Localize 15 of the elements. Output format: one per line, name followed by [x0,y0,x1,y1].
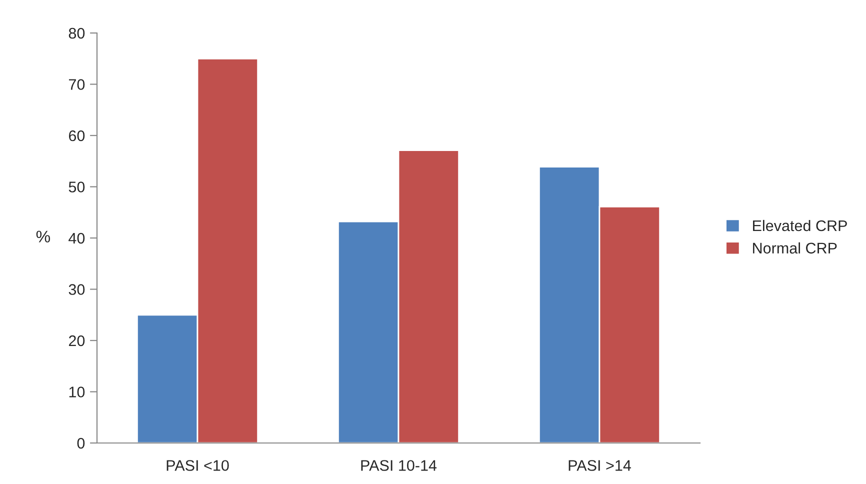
y-tick-label: 20 [68,335,85,346]
y-tick-label: 80 [68,28,85,39]
y-axis-title: % [36,230,50,242]
y-tick-label: 50 [68,182,85,192]
y-tick-label: 0 [77,438,85,449]
y-tick-label: 60 [68,130,85,142]
x-tick-label: PASI <10 [166,460,229,471]
y-tick-label: 40 [68,232,85,244]
y-tick-label: 10 [69,386,85,398]
x-tick-label: PASI >14 [568,460,631,471]
y-tick-label: 30 [68,284,85,295]
legend-label: Normal CRP [753,242,837,254]
x-tick-label: PASI 10-14 [361,460,437,471]
legend-label: Elevated CRP [753,220,847,232]
y-tick-label: 70 [68,79,85,90]
